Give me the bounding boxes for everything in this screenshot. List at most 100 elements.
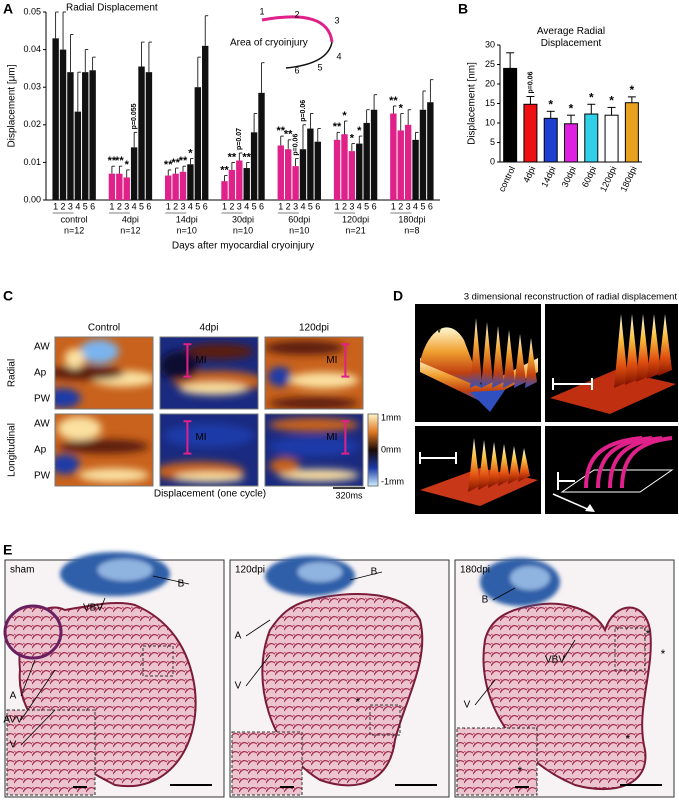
heatmap-blob <box>269 436 359 457</box>
group-n: n=12 <box>64 225 84 235</box>
significance-mark: * <box>609 94 614 108</box>
asterisk: * <box>626 732 631 746</box>
panel-title: 3 dimensional reconstruction of radial d… <box>464 290 678 301</box>
structure-label: B <box>371 567 378 578</box>
bar <box>138 66 145 201</box>
p-value: p=0.055 <box>131 103 138 129</box>
significance-mark: ** <box>277 125 286 137</box>
mi-label: MI <box>195 355 206 366</box>
bar <box>221 181 228 200</box>
panel-label: C <box>3 288 13 304</box>
bar <box>564 123 578 163</box>
bar <box>503 67 518 163</box>
significance-mark: ** <box>284 129 293 141</box>
significance-mark: * <box>399 102 404 114</box>
leader-line <box>474 679 496 706</box>
significance-mark: * <box>357 125 362 137</box>
surface <box>647 314 661 379</box>
bar <box>412 139 419 200</box>
colorbar-label: 1mm <box>381 412 401 422</box>
bar-label: 1 <box>335 201 340 211</box>
colorbar-label: -1mm <box>381 476 404 486</box>
time-arrow <box>552 493 593 512</box>
bar-label: 2 <box>229 201 234 211</box>
bar <box>404 124 412 200</box>
heatmap-blob <box>267 366 292 387</box>
heatmap-border <box>159 413 259 487</box>
inset-label: 1 <box>259 6 264 16</box>
heatmap <box>55 337 153 409</box>
structure-label: B <box>178 579 185 590</box>
significance-mark: * <box>188 148 193 160</box>
structure-label: V <box>464 700 471 711</box>
significance-mark: ** <box>242 151 251 163</box>
heatmap-blob <box>78 468 149 483</box>
x-axis-label: Displacement (one cycle) <box>154 489 266 500</box>
colorbar-label: 0mm <box>381 444 401 454</box>
bulbus-blob <box>297 562 343 582</box>
heatmap-blobs <box>55 416 149 483</box>
bar <box>123 177 130 200</box>
atrium <box>3 604 63 660</box>
group-label: 14dpi <box>176 214 198 224</box>
x-tick-label: 180dpi <box>618 165 638 194</box>
bar-label: 3 <box>406 201 411 211</box>
bar <box>130 147 138 200</box>
bar <box>165 175 172 200</box>
micrograph: 120dpi B A V * <box>229 556 450 798</box>
p-value: p=0.07 <box>236 128 243 150</box>
bar <box>341 134 348 200</box>
heatmap-blobs <box>160 343 258 395</box>
significance-mark: * <box>589 90 594 104</box>
bar <box>390 113 397 200</box>
leader-line <box>152 575 190 585</box>
surface <box>492 326 504 388</box>
surface <box>525 338 537 388</box>
bar-label: 6 <box>203 201 208 211</box>
region-label: PW <box>34 394 51 405</box>
group-label: control <box>61 214 88 224</box>
heatmap-blob <box>269 397 359 409</box>
bar <box>370 109 378 200</box>
bar <box>277 145 284 200</box>
heatmap-blob <box>64 348 85 369</box>
bar <box>258 92 265 200</box>
significance-mark: ** <box>108 155 117 167</box>
x-tick-label: 60dpi <box>580 165 598 189</box>
inset-label: 4 <box>336 51 341 61</box>
bar-label: 2 <box>173 201 178 211</box>
bar <box>145 72 153 200</box>
panel-label: E <box>3 542 12 558</box>
group-n: n=12 <box>120 225 140 235</box>
surface <box>658 314 672 376</box>
x-tick-label: 14dpi <box>539 165 557 189</box>
structure-label: V <box>10 740 17 751</box>
bar-label: 3 <box>237 201 242 211</box>
bar-label: 4 <box>300 201 305 211</box>
region-label: Ap <box>34 445 47 456</box>
schematic-arc <box>608 436 663 489</box>
structure-label: B <box>482 595 489 606</box>
bar-label: 6 <box>146 201 151 211</box>
bar <box>243 168 250 200</box>
structure-label: VBV <box>545 655 565 666</box>
bulbus-blob <box>97 559 153 581</box>
inset <box>456 727 538 796</box>
surface <box>550 370 676 414</box>
heatmap <box>265 414 363 486</box>
y-tick-label: 15 <box>485 98 495 108</box>
inset-label: 6 <box>294 65 299 75</box>
mi-label: MI <box>326 432 337 443</box>
bar-label: 3 <box>293 201 298 211</box>
heatmap-blob <box>57 416 102 441</box>
inset-label: 2 <box>294 9 299 19</box>
heatmap-blob <box>183 343 254 360</box>
bar-label: 2 <box>342 201 347 211</box>
bar <box>59 49 67 200</box>
heatmap-blob <box>174 472 244 483</box>
bar <box>228 169 236 200</box>
tile-label: PW <box>516 321 533 332</box>
heatmap-border <box>159 336 259 410</box>
heatmap-blob <box>55 388 81 409</box>
